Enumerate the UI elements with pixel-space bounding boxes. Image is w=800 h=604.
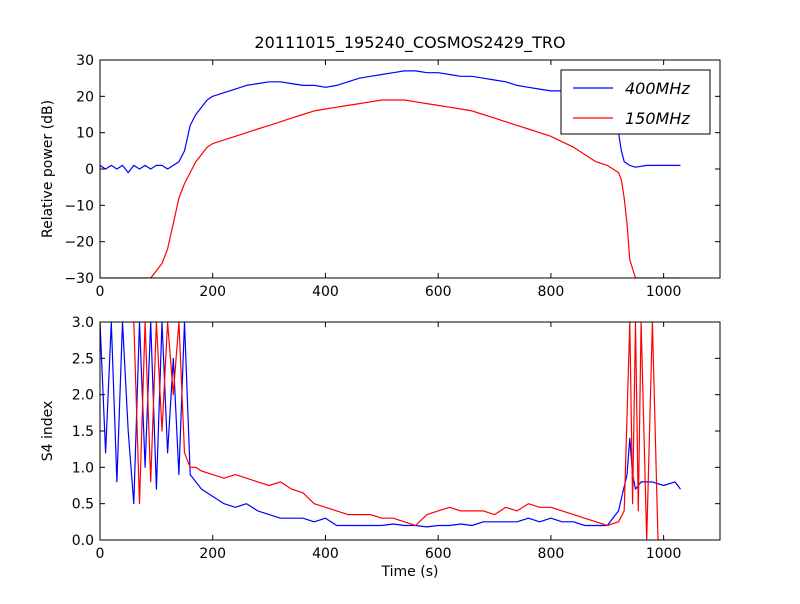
y-tick-label: 2.0 bbox=[72, 388, 94, 404]
y-tick-label: 2.5 bbox=[72, 351, 94, 367]
y-tick-label: 10 bbox=[76, 126, 94, 142]
x-tick-label: 1000 bbox=[646, 284, 682, 300]
y-tick-label: −10 bbox=[64, 198, 94, 214]
legend-box bbox=[560, 69, 711, 135]
y-tick-label: 3.0 bbox=[72, 315, 94, 331]
legend-label: 150MHz bbox=[625, 109, 690, 128]
y-tick-label: 20 bbox=[76, 89, 94, 105]
y-tick-label: 0.5 bbox=[72, 497, 94, 513]
x-tick-label: 0 bbox=[96, 546, 105, 562]
x-tick-label: 1000 bbox=[646, 546, 682, 562]
x-tick-label: 200 bbox=[199, 546, 226, 562]
x-tick-label: 600 bbox=[425, 546, 452, 562]
x-tick-label: 400 bbox=[312, 284, 339, 300]
series-line-150mhz bbox=[133, 322, 681, 540]
y-tick-label: 1.0 bbox=[72, 460, 94, 476]
x-tick-label: 800 bbox=[538, 546, 565, 562]
y-axis-label: S4 index bbox=[40, 401, 56, 462]
y-tick-label: −30 bbox=[64, 271, 94, 287]
chart-title: 20111015_195240_COSMOS2429_TRO bbox=[254, 33, 565, 53]
y-tick-label: −20 bbox=[64, 235, 94, 251]
y-axis-label: Relative power (dB) bbox=[40, 100, 56, 238]
x-tick-label: 0 bbox=[96, 284, 105, 300]
plot-s4-index: 0 200 400 600 800 1000 0.0 0.5 1.0 1.5 2.0 2.5 3.0 S4… bbox=[40, 315, 721, 562]
y-tick-label: 30 bbox=[76, 53, 94, 69]
x-tick-label: 600 bbox=[425, 284, 452, 300]
legend-label: 400MHz bbox=[625, 79, 690, 98]
y-tick-label: 0 bbox=[85, 162, 94, 178]
y-tick-label: 0.0 bbox=[72, 533, 94, 549]
series-line-150mhz bbox=[100, 99, 681, 278]
series-group bbox=[100, 322, 681, 540]
x-tick-label: 200 bbox=[199, 284, 226, 300]
y-tick-label: 1.5 bbox=[72, 424, 94, 440]
plot-relative-power: 0 200 400 600 800 1000 −30 −20 −10 0 10 20 30 Relativ… bbox=[40, 53, 721, 300]
legend: 400MHz 150MHz bbox=[560, 69, 711, 135]
series-line-400mhz bbox=[100, 322, 681, 528]
x-tick-label: 800 bbox=[538, 284, 565, 300]
x-axis-label: Time (s) bbox=[381, 564, 439, 580]
x-tick-label: 400 bbox=[312, 546, 339, 562]
